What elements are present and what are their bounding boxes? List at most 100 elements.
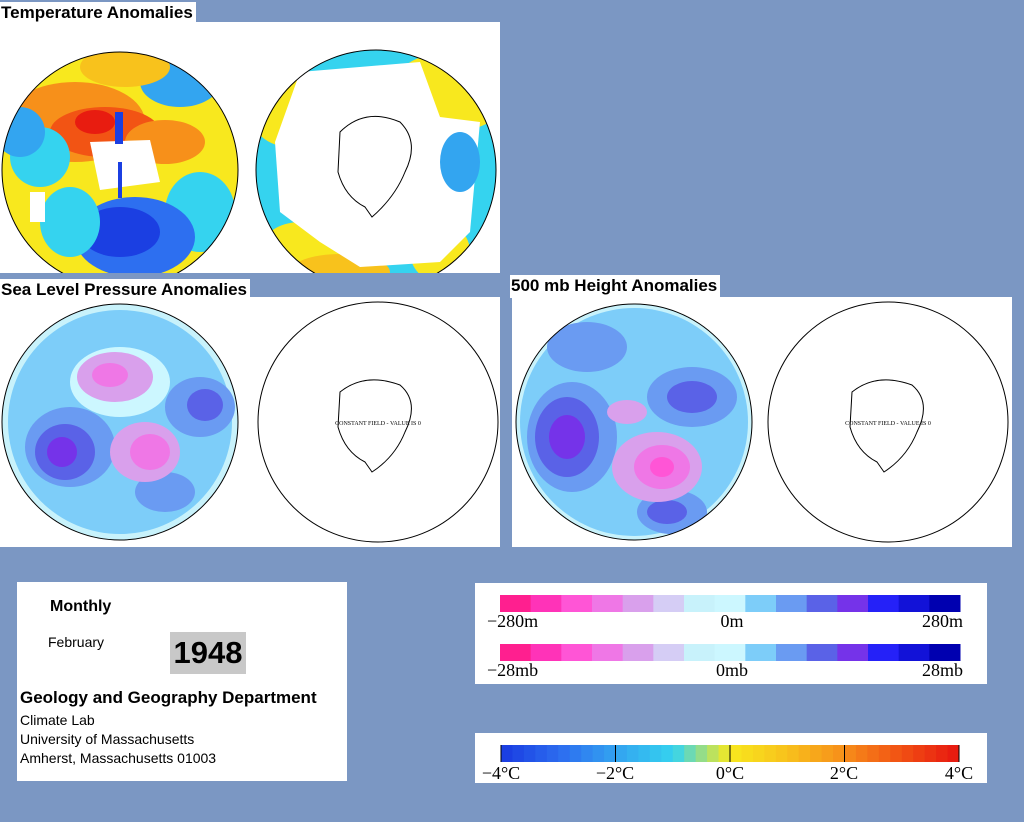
slp-maps-panel: CONSTANT FIELD - VALUE IS 0 <box>0 297 500 547</box>
temperature-legend: −4°C −2°C 0°C 2°C 4°C <box>482 745 973 783</box>
legend-swatch <box>718 745 731 762</box>
legend-swatch <box>745 644 777 661</box>
legend-swatch <box>512 745 525 762</box>
university-label: University of Massachusetts <box>20 731 195 747</box>
legend-swatch <box>868 644 900 661</box>
legend-swatch <box>844 745 857 762</box>
pressure-legend-mid: 0mb <box>716 660 748 680</box>
legend-swatch <box>821 745 834 762</box>
legend-swatch <box>530 644 562 661</box>
anomaly-legend-panel: −280m 0m 280m −28mb 0mb 28mb <box>475 583 987 684</box>
legend-swatch <box>558 745 571 762</box>
nh-temperature-map <box>2 52 238 288</box>
legend-swatch <box>806 595 838 612</box>
legend-swatch <box>649 745 662 762</box>
legend-swatch <box>898 644 930 661</box>
period-label: Monthly <box>50 598 112 615</box>
legend-swatch <box>622 595 654 612</box>
legend-swatch <box>653 644 685 661</box>
legend-swatch <box>615 745 628 762</box>
legend-swatch <box>622 644 654 661</box>
legend-swatch <box>901 745 914 762</box>
height-maps: CONSTANT FIELD - VALUE IS 0 <box>515 301 1009 543</box>
legend-swatch <box>776 644 808 661</box>
legend-swatch <box>837 595 869 612</box>
legend-swatch <box>776 595 808 612</box>
legend-swatch <box>947 745 960 762</box>
height-maps-panel: CONSTANT FIELD - VALUE IS 0 <box>512 297 1012 547</box>
height-constant-field-label: CONSTANT FIELD - VALUE IS 0 <box>845 421 931 427</box>
legend-swatch <box>929 595 961 612</box>
pressure-color-bar <box>500 644 961 661</box>
legend-swatch <box>936 745 949 762</box>
department-label: Geology and Geography Department <box>20 688 317 707</box>
legend-swatch <box>714 595 746 612</box>
slp-anomalies-title: Sea Level Pressure Anomalies <box>0 279 251 302</box>
legend-swatch <box>924 745 937 762</box>
temperature-legend-panel: −4°C −2°C 0°C 2°C 4°C <box>475 733 987 783</box>
legend-swatch <box>798 745 811 762</box>
legend-swatch <box>810 745 823 762</box>
legend-swatch <box>684 644 716 661</box>
temp-legend-zero: 0°C <box>716 763 744 783</box>
temperature-maps-panel <box>0 22 500 291</box>
legend-swatch <box>653 595 685 612</box>
legend-swatch <box>569 745 582 762</box>
legend-swatch <box>837 644 869 661</box>
legend-swatch <box>661 745 674 762</box>
legend-swatch <box>592 745 605 762</box>
legend-swatch <box>500 644 532 661</box>
legend-swatch <box>775 745 788 762</box>
temperature-anomalies-title: Temperature Anomalies <box>0 2 196 25</box>
legend-swatch <box>855 745 868 762</box>
anomaly-legend: −280m 0m 280m −28mb 0mb 28mb <box>487 595 963 680</box>
legend-swatch <box>833 745 845 762</box>
pressure-legend-max: 28mb <box>922 660 963 680</box>
legend-swatch <box>626 745 639 762</box>
legend-swatch <box>867 745 880 762</box>
legend-swatch <box>592 595 624 612</box>
legend-swatch <box>890 745 903 762</box>
legend-swatch <box>868 595 900 612</box>
temp-legend-plus2: 2°C <box>830 763 858 783</box>
legend-swatch <box>672 745 685 762</box>
temperature-maps <box>1 49 497 291</box>
month-label: February <box>48 634 105 650</box>
slp-maps: CONSTANT FIELD - VALUE IS 0 <box>1 301 499 543</box>
legend-swatch <box>787 745 800 762</box>
legend-swatch <box>684 745 697 762</box>
legend-swatch <box>604 745 616 762</box>
legend-swatch <box>695 745 708 762</box>
year-label: 1948 <box>170 632 246 674</box>
legend-swatch <box>561 595 593 612</box>
pressure-legend-min: −28mb <box>487 660 538 680</box>
legend-swatch <box>707 745 720 762</box>
legend-swatch <box>752 745 765 762</box>
address-label: Amherst, Massachusetts 01003 <box>20 750 217 766</box>
legend-swatch <box>523 745 536 762</box>
legend-swatch <box>530 595 562 612</box>
height-legend-max: 280m <box>922 611 963 631</box>
legend-swatch <box>592 644 624 661</box>
temp-legend-minus2: −2°C <box>596 763 634 783</box>
legend-swatch <box>898 595 930 612</box>
legend-swatch <box>764 745 777 762</box>
info-panel: Monthly February 1948 Geology and Geogra… <box>17 582 347 781</box>
nh-height-map <box>516 304 752 540</box>
legend-swatch <box>546 745 559 762</box>
lab-label: Climate Lab <box>20 712 95 728</box>
slp-constant-field-label: CONSTANT FIELD - VALUE IS 0 <box>335 421 421 427</box>
height-color-bar <box>500 595 961 612</box>
legend-swatch <box>581 745 594 762</box>
sh-temperature-map <box>256 50 496 290</box>
temperature-color-bar <box>500 745 960 762</box>
legend-swatch <box>806 644 838 661</box>
legend-swatch <box>501 745 513 762</box>
legend-swatch <box>730 745 742 762</box>
temp-legend-plus4: 4°C <box>945 763 973 783</box>
legend-swatch <box>929 644 961 661</box>
height-legend-min: −280m <box>487 611 538 631</box>
legend-swatch <box>638 745 651 762</box>
legend-swatch <box>745 595 777 612</box>
nh-slp-map <box>2 304 238 540</box>
